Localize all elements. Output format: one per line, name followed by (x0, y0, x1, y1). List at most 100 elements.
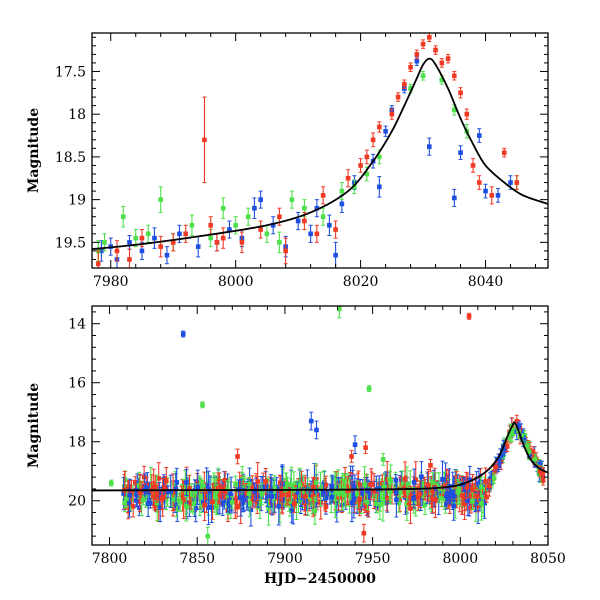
green-data-point (380, 499, 386, 505)
blue-data-point (496, 457, 501, 463)
blue-data-point (264, 493, 270, 499)
blue-data-point (127, 240, 132, 245)
red-data-point (202, 502, 207, 508)
red-data-point (408, 494, 414, 500)
green-data-point (377, 496, 383, 501)
green-data-point (108, 480, 114, 486)
red-data-point (470, 484, 475, 490)
green-data-point (452, 107, 457, 113)
blue-data-point (327, 222, 332, 228)
blue-data-point (333, 252, 338, 258)
red-data-point (430, 496, 435, 502)
plot-area (92, 33, 548, 268)
red-data-point (537, 469, 543, 474)
red-data-point (501, 150, 507, 155)
red-data-point (540, 470, 546, 476)
red-data-point (349, 454, 354, 459)
blue-data-point (465, 498, 471, 504)
blue-data-point (351, 497, 357, 503)
blue-data-point (476, 481, 482, 486)
red-data-point (323, 482, 329, 488)
y-tick-label: 17.5 (55, 64, 86, 80)
red-data-point (458, 90, 463, 96)
red-data-point (255, 479, 260, 484)
red-data-point (158, 244, 164, 249)
green-data-point (214, 488, 219, 494)
green-data-point (143, 494, 149, 500)
red-data-point (422, 487, 428, 492)
blue-data-point (308, 231, 313, 237)
red-data-point (283, 248, 288, 254)
blue-data-point (164, 252, 170, 258)
red-data-point (540, 478, 546, 483)
blue-data-point (498, 453, 504, 459)
red-data-point (310, 493, 316, 499)
green-data-point (266, 504, 271, 510)
red-data-point (395, 94, 401, 100)
blue-data-point (139, 248, 145, 254)
green-data-point (172, 496, 177, 502)
red-data-point (475, 493, 480, 499)
red-data-point (361, 530, 367, 536)
green-data-point (183, 504, 189, 509)
green-data-point (120, 214, 126, 220)
x-tick-label: 7900 (267, 551, 303, 567)
red-data-point (486, 483, 492, 489)
red-data-point (357, 497, 362, 502)
blue-data-point (349, 500, 355, 506)
blue-data-point (192, 498, 197, 503)
blue-data-point (180, 331, 186, 337)
green-data-point (524, 444, 529, 449)
red-data-point (444, 483, 449, 488)
red-data-point (239, 240, 245, 245)
green-data-point (387, 476, 392, 482)
red-data-point (476, 180, 482, 185)
green-data-point (102, 240, 107, 245)
red-data-point (292, 501, 297, 507)
green-data-point (246, 491, 252, 497)
blue-data-point (308, 418, 314, 424)
blue-data-point (206, 505, 211, 510)
red-data-point (465, 482, 471, 487)
red-data-point (222, 489, 228, 495)
red-data-point (445, 486, 451, 492)
green-data-point (377, 154, 382, 160)
red-data-point (529, 453, 535, 458)
blue-data-point (477, 493, 483, 498)
red-data-point (139, 235, 145, 241)
red-data-point (469, 492, 474, 497)
red-data-point (414, 493, 420, 499)
blue-data-point (411, 480, 417, 485)
blue-data-point (352, 485, 358, 491)
red-data-point (153, 495, 159, 500)
blue-data-point (269, 494, 275, 499)
red-data-point (156, 476, 162, 481)
green-data-point (145, 231, 151, 237)
blue-data-point (252, 205, 257, 211)
red-data-point (302, 218, 307, 224)
bottom-panel: 7800 7850 7900 7950 8000 8050 14 16 18 20 Magnitud… (26, 305, 566, 587)
red-data-point (384, 477, 390, 482)
green-data-point (245, 214, 251, 220)
green-data-point (333, 489, 339, 495)
blue-data-point (537, 461, 543, 467)
blue-data-point (383, 128, 388, 134)
blue-data-point (483, 188, 488, 194)
red-data-point (402, 81, 407, 87)
red-data-point (243, 490, 248, 496)
green-data-point (364, 171, 370, 177)
green-data-point (399, 482, 405, 487)
blue-data-point (467, 477, 473, 483)
blue-data-point (444, 502, 449, 507)
green-data-point (380, 457, 386, 462)
blue-data-point (252, 489, 257, 494)
plot-area (92, 306, 548, 545)
green-data-point (343, 491, 348, 497)
green-data-point (405, 488, 411, 493)
blue-data-point (489, 475, 494, 481)
green-data-point (148, 482, 154, 488)
red-data-point (491, 469, 496, 475)
green-data-point (338, 484, 343, 490)
red-data-point (452, 73, 457, 79)
red-data-point (363, 494, 368, 500)
